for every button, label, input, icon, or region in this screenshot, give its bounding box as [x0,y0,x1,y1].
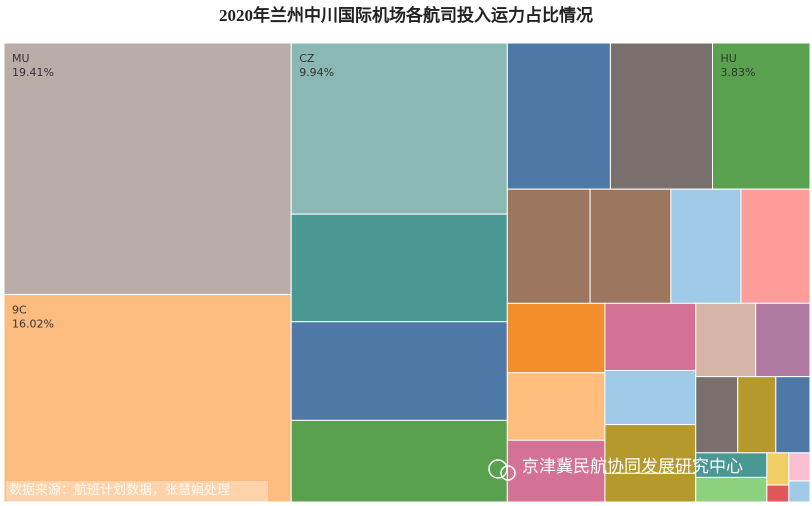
chart-title: 2020年兰州中川国际机场各航司投入运力占比情况 [219,5,593,25]
tile [737,376,777,454]
tile-label: 9C [12,303,27,316]
tile [788,452,811,482]
tile [766,452,790,486]
value-label: 19.41% [12,66,54,79]
watermark: 京津冀民航协同发展研究中心 [522,457,743,477]
tile [290,321,508,421]
tile [695,302,757,378]
tile [506,302,606,374]
tile [740,188,811,304]
tile [766,484,790,503]
tile [695,476,768,503]
tile [290,42,508,215]
value-label: 3.83% [720,66,755,79]
tile [609,42,713,190]
tile [775,376,811,454]
tile [506,372,606,441]
tile [506,439,606,503]
value-label: 16.02% [12,317,54,330]
tile [711,42,811,190]
tile [788,480,811,503]
tile [290,419,508,503]
tile [3,293,292,503]
wechat-icon [488,459,508,479]
tile [604,302,697,372]
tile [670,188,742,304]
tile [589,188,672,304]
tile [290,213,508,323]
value-label: 9.94% [299,66,334,79]
tile [604,370,697,426]
source-bg [6,481,268,502]
tile [506,42,611,190]
source-note: 数据来源：航班计划数据，张慧娟处理 [9,482,230,498]
tile-label: CZ [299,52,315,65]
tile-label: HU [720,52,736,65]
tile-label: MU [12,52,30,65]
tile [755,302,811,378]
tile [3,42,292,295]
tile [695,376,739,454]
tile [695,452,768,478]
tile [604,472,697,503]
tile [506,188,591,304]
overlay: 数据来源：航班计划数据，张慧娟处理 京津冀民航协同发展研究中心 [6,457,743,502]
wechat-icon [500,465,516,481]
